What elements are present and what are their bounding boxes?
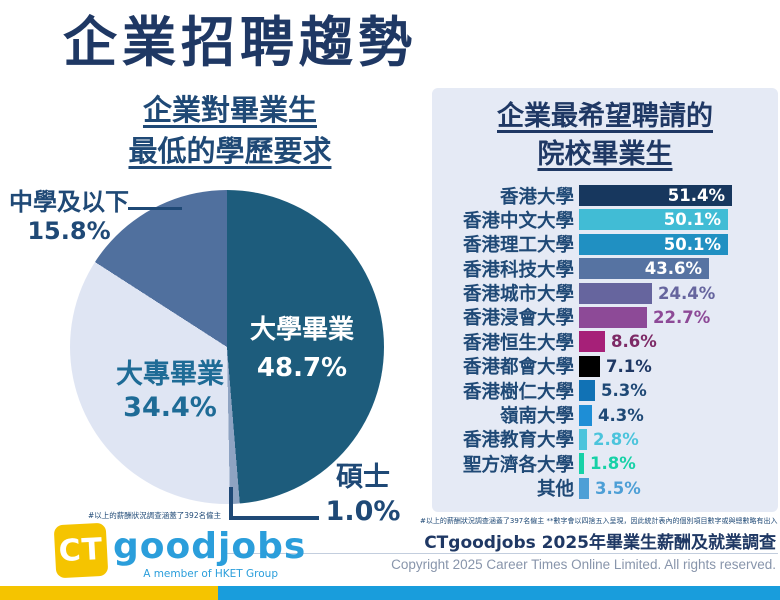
bar-label: 聖方濟各大學 [462,454,574,476]
bar-label: 其他 [536,479,574,501]
leader-line-secondary [128,207,182,210]
bar-track: 1.8% [579,453,778,475]
logo-tagline: A member of HKET Group [143,568,278,580]
bar-value: 43.6% [644,259,702,279]
bar-value: 3.5% [595,478,641,498]
bar-chart-rows: 香港大學 51.4% 香港中文大學 50.1% 香港理工大學 50.1% 香港科技大學 43.… [432,185,778,501]
logo-ct-text: CT [57,531,105,570]
bottom-accent-bar-yellow [0,586,218,600]
bar-label: 香港教育大學 [462,430,574,452]
bar-track: 2.8% [579,428,778,450]
bar-row: 香港大學 51.4% [432,185,778,208]
bar-value: 2.8% [593,429,639,449]
bar-track: 3.5% [579,477,778,499]
bar-label: 嶺南大學 [499,406,574,428]
bar-row: 香港中文大學 50.1% [432,209,778,232]
bar-row: 聖方濟各大學 1.8% [432,453,778,476]
bar-row: 香港城市大學 24.4% [432,282,778,306]
bar-value: 4.3% [598,405,644,425]
bar-track: 24.4% [579,282,778,304]
bar-track: 7.1% [579,355,778,377]
pie-chart-title: 企業對畢業生 最低的學歷要求 [25,90,435,172]
bar-fill [579,453,584,475]
bar-value: 24.4% [658,283,716,303]
bar-fill: 50.1% [579,233,728,255]
bar-fill: 50.1% [579,209,728,231]
bar-track: 43.6% [579,258,778,280]
leader-line-master-vertical [229,487,233,520]
bar-track: 50.1% [579,233,778,255]
bar-fill [579,331,605,353]
bar-fill [579,355,600,377]
bar-value: 8.6% [611,332,657,352]
bar-label: 香港城市大學 [462,284,574,306]
bar-chart-title: 企業最希望聘請的 院校畢業生 [432,98,778,174]
bar-fill [579,380,595,402]
bar-row: 其他 3.5% [432,477,778,501]
bar-value: 22.7% [653,307,711,327]
pie-label-university: 大學畢業 48.7% [249,315,354,383]
ct-logo-icon: CT [53,522,109,579]
bar-label: 香港浸會大學 [462,308,574,330]
bar-fill: 43.6% [579,258,709,280]
bar-chart-title-line2: 院校畢業生 [537,139,673,170]
bar-footnote: #以上的薪酬狀況調查涵蓋了397名僱主 **數字會以四捨五入呈現，因此統計表內的… [420,517,778,525]
bar-track: 51.4% [579,185,778,206]
bar-track: 8.6% [579,331,778,353]
bar-row: 香港恒生大學 8.6% [432,331,778,354]
pie-label-master: 碩士 1.0% [325,462,401,527]
bar-chart-title-line1: 企業最希望聘請的 [497,101,713,132]
bar-row: 香港科技大學 43.6% [432,258,778,281]
footer-divider [222,553,778,554]
pie-chart-title-line2: 最低的學歷要求 [128,134,332,168]
page-title: 企業招聘趨勢 [63,11,417,74]
bar-label: 香港科技大學 [462,259,574,281]
bar-label: 香港大學 [499,186,574,208]
leader-line-master-horizontal [229,516,319,520]
bar-row: 香港理工大學 50.1% [432,233,778,257]
bar-fill [579,477,589,499]
pie-chart [70,190,384,504]
bar-row: 香港浸會大學 22.7% [432,306,778,330]
pie-label-associate: 大專畢業 34.4% [116,359,224,423]
bar-row: 香港樹仁大學 5.3% [432,380,778,403]
bar-label: 香港中文大學 [462,210,574,232]
bar-label: 香港恒生大學 [462,332,574,354]
survey-source-line: CTgoodjobs 2025年畢業生薪酬及就業調查 [424,533,776,553]
bar-track: 50.1% [579,209,778,231]
bar-chart-panel: 企業最希望聘請的 院校畢業生 香港大學 51.4% 香港中文大學 50.1% 香港理工大… [432,88,778,512]
bar-track: 5.3% [579,380,778,402]
bar-row: 嶺南大學 4.3% [432,404,778,428]
bar-value: 5.3% [601,381,647,401]
pie-label-secondary: 中學及以下 15.8% [9,188,129,245]
bar-label: 香港理工大學 [462,235,574,257]
bar-value: 7.1% [606,356,652,376]
pie-footnote: #以上的薪酬狀況調查涵蓋了392名僱主 [88,511,222,520]
copyright-text: Copyright 2025 Career Times Online Limit… [391,557,776,572]
bar-label: 香港都會大學 [462,357,574,379]
bar-track: 4.3% [579,404,778,426]
bar-label: 香港樹仁大學 [462,381,574,403]
bar-value: 50.1% [663,234,721,254]
pie-chart-title-line1: 企業對畢業生 [142,93,317,127]
bottom-accent-bar-blue [218,586,780,600]
bar-track: 22.7% [579,306,778,328]
bar-row: 香港教育大學 2.8% [432,428,778,452]
bar-value: 50.1% [663,210,721,230]
bar-fill: 51.4% [579,185,732,206]
bar-value: 1.8% [590,454,636,474]
bar-fill [579,282,652,304]
bar-row: 香港都會大學 7.1% [432,355,778,379]
logo-goodjobs-text: goodjobs [113,526,307,567]
bar-fill [579,404,592,426]
bar-fill [579,428,587,450]
bar-fill [579,306,647,328]
bar-value: 51.4% [667,186,725,205]
